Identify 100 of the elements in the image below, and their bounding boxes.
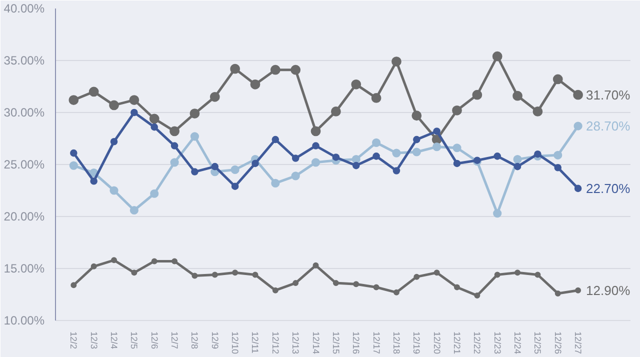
point [150,123,158,131]
x-tick-label: 12/8 [190,332,200,350]
x-tick-label: 12/14 [310,332,321,354]
x-tick-label: 12/12 [270,332,280,354]
point [88,86,99,97]
y-tick-label: 40.00% [4,2,45,16]
x-tick-label: 12/10 [230,332,240,354]
data-label: 22.70% [586,180,631,196]
point [312,142,320,150]
point [373,284,380,290]
data-label: 31.70% [586,87,631,102]
point [272,287,278,294]
point [172,258,178,264]
point [69,161,78,170]
x-tick-label: 12/21 [452,332,462,354]
point [414,274,420,280]
point [109,100,119,110]
point [232,270,238,276]
point [372,152,380,160]
point [514,270,521,276]
point [270,64,280,75]
point [110,186,118,195]
point [351,79,362,90]
x-tick-label: 12/5 [129,332,140,350]
point [532,106,543,116]
point [353,281,360,288]
point [230,165,240,174]
point [371,93,382,103]
data-label: 12.90% [586,282,631,298]
point [230,64,240,74]
point [190,132,200,141]
point [472,90,482,100]
point [494,152,501,160]
point [332,154,340,161]
point [454,284,460,290]
x-tick-label: 12/7 [170,332,180,350]
x-tick-label: 12/17 [371,332,382,354]
point [513,155,522,164]
point [68,95,79,105]
point [170,142,178,150]
point [170,126,180,136]
point [212,272,218,278]
y-tick-label: 25.00% [4,158,45,172]
point [432,142,442,152]
point [393,289,400,296]
point [514,162,522,170]
x-tick-label: 12/3 [88,332,99,350]
point [192,272,198,279]
x-tick-label: 12/16 [351,332,362,354]
x-tick-label: 12/15 [330,332,341,354]
point [272,136,280,144]
point [191,168,198,176]
point [412,148,421,156]
point [352,155,360,164]
point [250,79,260,90]
x-tick-label: 12/26 [552,332,563,354]
point [252,272,258,278]
point [552,74,563,84]
point [210,92,220,102]
point [392,167,400,174]
point [211,162,219,170]
x-tick-label: 12/13 [290,332,301,354]
point [292,154,300,162]
point [554,150,562,160]
y-tick-label: 35.00% [4,54,45,68]
x-tick-label: 12/27 [573,332,584,354]
x-tick-label: 12/2 [68,332,79,350]
point [271,178,280,188]
point [392,56,402,66]
point [149,114,160,124]
point [494,272,500,278]
point [291,172,300,180]
point [110,138,118,146]
point [90,177,98,185]
point [434,270,440,276]
y-tick-label: 15.00% [4,262,45,276]
point [453,160,461,168]
point [290,64,301,75]
point [312,262,319,268]
point [330,106,341,116]
point [452,144,462,152]
point [70,149,78,157]
point [190,108,200,118]
point [554,164,562,172]
x-tick-label: 12/9 [210,332,220,350]
x-tick-label: 12/18 [391,332,402,354]
point [90,263,97,270]
point [573,90,583,100]
x-tick-label: 12/4 [109,332,120,350]
point [392,148,401,158]
y-tick-label: 30.00% [4,106,45,120]
point [412,136,420,144]
point [492,51,502,62]
y-tick-label: 20.00% [4,210,45,224]
point [252,160,259,168]
point [412,110,422,121]
data-label: 28.70% [586,118,631,134]
x-tick-label: 12/22 [472,332,482,354]
x-tick-label: 12/6 [149,332,160,350]
point [433,128,440,135]
